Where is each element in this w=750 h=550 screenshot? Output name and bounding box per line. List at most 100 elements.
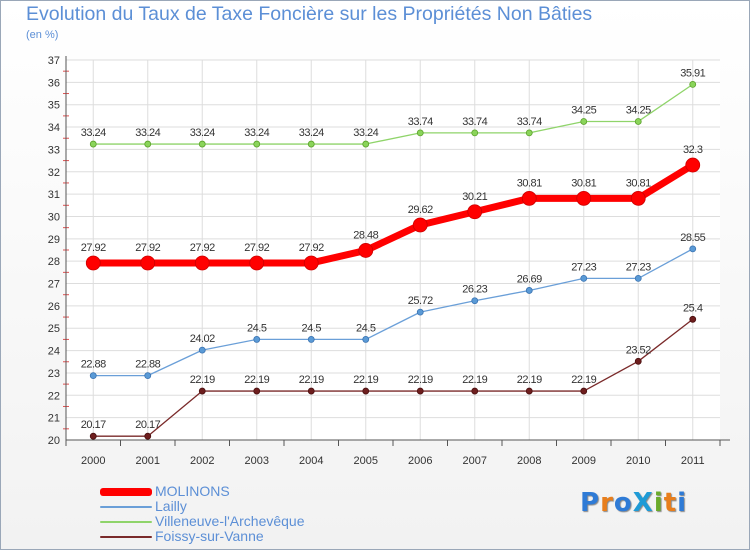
legend-item-villeneuve: Villeneuve-l'Archevêque	[100, 514, 305, 529]
data-label-villeneuve-l-archev-que: 33.74	[462, 116, 487, 128]
y-tick-label: 32	[48, 167, 60, 179]
data-point-molinons	[576, 190, 592, 206]
data-label-molinons: 27.92	[299, 242, 324, 254]
data-label-foissy-sur-vanne: 22.19	[190, 374, 215, 386]
data-label-foissy-sur-vanne: 22.19	[517, 374, 542, 386]
data-point-lailly	[253, 336, 261, 343]
data-point-molinons	[521, 190, 537, 206]
data-label-foissy-sur-vanne: 25.4	[683, 302, 703, 314]
data-point-lailly	[580, 274, 588, 282]
legend-label: MOLINONS	[155, 483, 230, 499]
data-point-villeneuve-l-archev-que	[198, 140, 206, 148]
data-label-villeneuve-l-archev-que: 33.24	[135, 127, 160, 139]
data-label-lailly: 24.5	[302, 322, 322, 334]
logo-letter: r	[600, 488, 614, 518]
data-point-foissy-sur-vanne	[525, 387, 533, 395]
legend-item-lailly: Lailly	[100, 499, 305, 514]
y-tick-label: 30	[48, 211, 60, 223]
unit-label: (en %)	[26, 29, 59, 41]
logo-letter: t	[663, 488, 678, 518]
data-point-villeneuve-l-archev-que	[580, 118, 588, 125]
legend-swatch	[100, 520, 152, 523]
x-tick-label: 2005	[354, 455, 378, 467]
data-point-lailly	[634, 274, 642, 282]
y-tick-label: 26	[48, 301, 60, 313]
data-point-molinons	[630, 190, 646, 206]
data-label-molinons: 30.81	[517, 177, 542, 189]
data-point-villeneuve-l-archev-que	[144, 140, 152, 148]
data-point-molinons	[358, 243, 374, 258]
legend-label: Foissy-sur-Vanne	[155, 528, 264, 544]
logo-letter: o	[613, 488, 633, 518]
x-tick-label: 2006	[408, 455, 432, 467]
data-point-lailly	[144, 372, 152, 380]
data-point-lailly	[198, 346, 206, 354]
y-tick-label: 31	[48, 189, 60, 201]
y-tick-label: 27	[48, 279, 60, 291]
data-label-molinons: 30.81	[571, 177, 596, 189]
data-point-foissy-sur-vanne	[307, 387, 315, 395]
data-label-molinons: 30.21	[462, 191, 487, 203]
data-point-foissy-sur-vanne	[144, 432, 152, 440]
data-label-molinons: 27.92	[135, 242, 160, 254]
y-tick-label: 21	[48, 413, 60, 425]
y-tick-label: 23	[48, 368, 60, 380]
data-label-molinons: 28.48	[353, 229, 378, 241]
data-point-foissy-sur-vanne	[253, 387, 261, 395]
y-tick-label: 37	[48, 55, 60, 67]
legend-item-molinons: MOLINONS	[100, 484, 305, 499]
data-label-lailly: 27.23	[571, 261, 596, 273]
data-point-foissy-sur-vanne	[198, 387, 206, 395]
data-label-villeneuve-l-archev-que: 33.74	[408, 116, 433, 128]
data-point-molinons	[85, 255, 101, 271]
data-label-molinons: 27.92	[244, 242, 269, 254]
data-point-lailly	[689, 245, 697, 253]
data-point-villeneuve-l-archev-que	[525, 129, 533, 137]
data-label-lailly: 26.69	[517, 273, 542, 285]
data-label-foissy-sur-vanne: 20.17	[135, 419, 160, 431]
data-point-molinons	[140, 255, 156, 271]
y-tick-label: 33	[48, 144, 60, 156]
x-tick-label: 2011	[681, 455, 705, 467]
data-label-molinons: 27.92	[190, 242, 215, 254]
data-point-foissy-sur-vanne	[634, 357, 642, 365]
legend-swatch	[100, 535, 152, 538]
data-point-foissy-sur-vanne	[580, 387, 588, 395]
data-label-villeneuve-l-archev-que: 33.24	[190, 127, 215, 139]
data-point-molinons	[685, 157, 701, 173]
data-label-foissy-sur-vanne: 22.19	[353, 374, 378, 386]
data-label-molinons: 29.62	[408, 204, 433, 216]
data-label-villeneuve-l-archev-que: 35.91	[680, 67, 705, 79]
data-label-villeneuve-l-archev-que: 33.24	[353, 127, 378, 139]
legend-swatch	[100, 487, 152, 496]
data-point-molinons	[467, 204, 483, 220]
data-point-lailly	[416, 308, 424, 316]
data-label-foissy-sur-vanne: 22.19	[462, 374, 487, 386]
data-point-villeneuve-l-archev-que	[89, 140, 97, 148]
y-tick-label: 29	[48, 234, 60, 246]
data-label-villeneuve-l-archev-que: 34.25	[626, 104, 651, 116]
x-tick-label: 2008	[517, 455, 541, 467]
data-point-molinons	[194, 255, 210, 271]
series-line-foissy-sur-vanne	[92, 318, 694, 437]
data-point-molinons	[249, 255, 265, 271]
data-label-lailly: 26.23	[462, 284, 487, 296]
data-label-molinons: 30.81	[626, 177, 651, 189]
data-label-foissy-sur-vanne: 23.52	[626, 344, 651, 356]
data-point-lailly	[89, 372, 97, 380]
data-point-villeneuve-l-archev-que	[634, 118, 642, 125]
y-tick-label: 24	[48, 346, 60, 358]
x-tick-label: 2004	[299, 455, 323, 467]
data-point-foissy-sur-vanne	[362, 387, 370, 395]
x-tick-label: 2009	[572, 455, 596, 467]
data-label-molinons: 27.92	[81, 242, 106, 254]
logo-letter: i	[653, 488, 664, 518]
data-label-foissy-sur-vanne: 20.17	[81, 419, 106, 431]
data-label-villeneuve-l-archev-que: 33.24	[81, 127, 106, 139]
plot-area	[66, 60, 720, 440]
y-tick-label: 28	[48, 256, 60, 268]
x-tick-label: 2003	[245, 455, 269, 467]
y-tick-label: 20	[48, 435, 60, 447]
series-line-molinons	[89, 161, 697, 267]
